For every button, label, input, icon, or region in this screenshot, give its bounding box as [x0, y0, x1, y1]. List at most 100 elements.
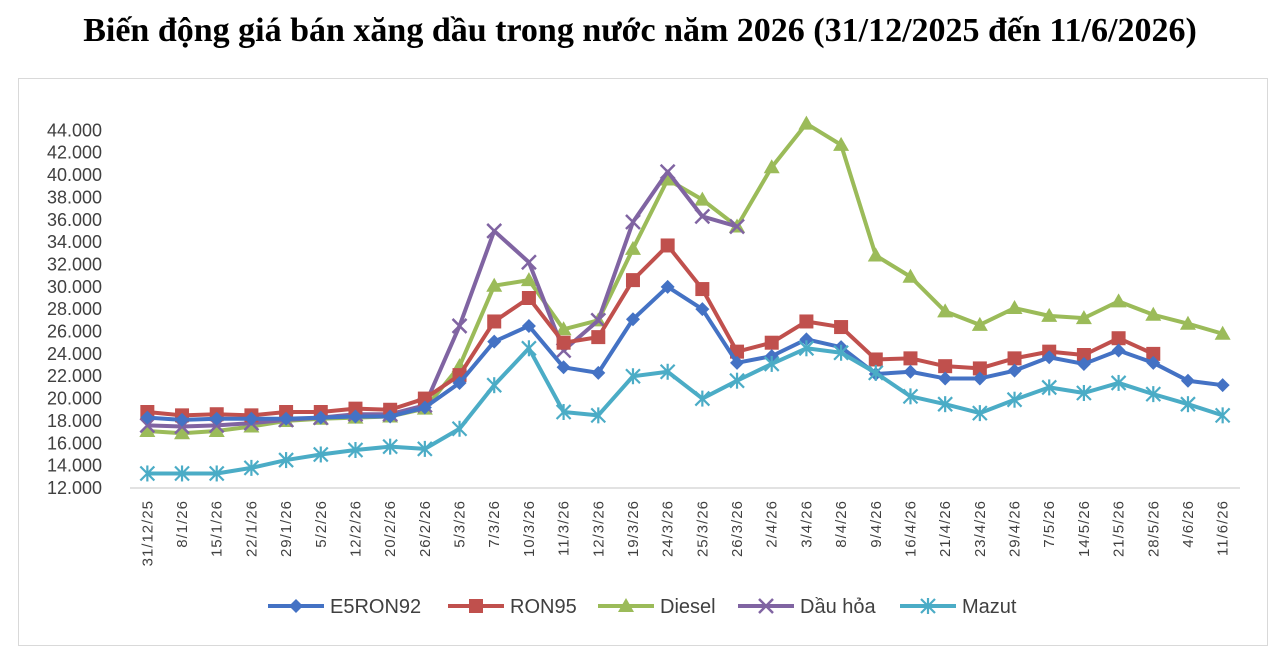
series-4-point [486, 377, 502, 394]
series-4-point [417, 440, 433, 457]
series-3-point [521, 254, 537, 271]
legend-item: RON95 [448, 596, 577, 618]
series-4-point [1214, 407, 1231, 424]
x-tick-label: 20/2/26 [382, 500, 399, 557]
series-4-point [278, 452, 294, 469]
legend-marker [469, 599, 483, 613]
series-4-point [868, 364, 884, 381]
series-4-point [1006, 391, 1023, 408]
series-3-point [590, 312, 607, 329]
legend-item: Dầu hỏa [738, 596, 876, 618]
series-1-point [695, 282, 710, 297]
x-tick-label: 25/3/26 [694, 500, 711, 557]
chart-frame [18, 78, 1268, 646]
series-2-point [833, 136, 850, 151]
series-2-point [1214, 325, 1231, 340]
series-4-point [451, 420, 468, 437]
series-4-point [659, 363, 676, 380]
series-3-point [486, 223, 503, 239]
series-0-point [1146, 355, 1161, 370]
series-0-point [1215, 378, 1230, 393]
x-tick-label: 28/5/26 [1145, 500, 1162, 557]
series-2-point [659, 171, 676, 186]
series-3-point [659, 163, 676, 180]
series-1-point [487, 314, 502, 329]
series-2-point [867, 247, 884, 262]
series-4-point [798, 340, 815, 357]
series-0-point [695, 302, 710, 317]
series-4-point [208, 465, 225, 482]
series-2-point [1075, 310, 1092, 325]
series-4-point [1076, 385, 1092, 401]
series-0-point [383, 409, 398, 424]
x-tick-label: 5/3/26 [452, 500, 469, 548]
series-2-point [486, 277, 503, 292]
y-tick-label: 12.000 [47, 478, 102, 498]
legend-label: Mazut [962, 596, 1017, 618]
series-1-point [938, 359, 953, 374]
x-tick-label: 26/3/26 [729, 500, 746, 557]
x-tick-label: 10/3/26 [521, 500, 538, 557]
series-4-line [147, 346, 1224, 476]
series-1-point [556, 335, 571, 350]
x-tick-label: 14/5/26 [1076, 500, 1093, 557]
series-4-point [243, 459, 260, 476]
series-0-point [799, 332, 814, 347]
x-tick-label: 11/6/26 [1215, 500, 1232, 556]
y-tick-label: 44.000 [47, 120, 102, 140]
legend-label: Dầu hỏa [800, 596, 876, 618]
x-tick-label: 7/5/26 [1041, 500, 1058, 548]
x-tick-label: 16/4/26 [902, 500, 919, 557]
series-2-point [902, 268, 919, 283]
series-3-point [729, 218, 745, 235]
y-tick-label: 38.000 [47, 187, 102, 207]
legend-marker [920, 598, 936, 614]
legend-marker [289, 599, 303, 613]
series-0-point [1180, 373, 1195, 388]
x-tick-label: 3/4/26 [798, 500, 815, 548]
series-4-point [625, 368, 641, 385]
series-2-point [208, 423, 225, 437]
y-tick-label: 26.000 [47, 322, 102, 342]
series-0-point [556, 360, 571, 375]
series-1-point [521, 291, 536, 305]
series-layer [139, 115, 1231, 482]
y-tick-label: 40.000 [47, 165, 102, 185]
series-4-point [694, 390, 711, 407]
legend-item: Mazut [900, 596, 1017, 618]
y-tick-label: 20.000 [47, 389, 102, 409]
y-tick-label: 28.000 [47, 299, 102, 319]
series-1-point [972, 361, 987, 376]
series-0-point [487, 334, 502, 349]
series-2-point [1179, 315, 1196, 330]
series-4-point [313, 446, 329, 463]
series-2-point [520, 272, 537, 287]
series-4-point [139, 465, 156, 482]
legend-marker [758, 598, 774, 614]
x-tick-label: 11/3/26 [556, 500, 573, 556]
series-2-point [1145, 306, 1162, 321]
y-tick-label: 16.000 [47, 433, 102, 453]
x-tick-label: 8/4/26 [833, 500, 850, 548]
x-tick-label: 15/1/26 [209, 500, 226, 557]
series-4-point [833, 344, 849, 361]
x-tick-label: 24/3/26 [660, 500, 677, 557]
series-4-point [1145, 386, 1162, 403]
series-1-point [903, 351, 918, 366]
series-0-point [279, 411, 294, 426]
series-0-point [521, 318, 536, 333]
series-0-point [140, 410, 155, 425]
series-4-point [590, 407, 607, 424]
series-0-point [417, 400, 432, 415]
y-tick-label: 30.000 [47, 277, 102, 297]
x-tick-label: 7/3/26 [486, 500, 503, 548]
series-1-point [1007, 351, 1022, 366]
x-tick-label: 12/3/26 [590, 500, 607, 557]
legend-label: RON95 [510, 596, 577, 618]
series-2-point [555, 321, 572, 336]
legend-item: E5RON92 [268, 596, 421, 618]
x-tick-label: 4/6/26 [1180, 500, 1197, 548]
y-tick-label: 24.000 [47, 344, 102, 364]
series-0-point [972, 371, 987, 386]
series-0-point [313, 410, 328, 425]
